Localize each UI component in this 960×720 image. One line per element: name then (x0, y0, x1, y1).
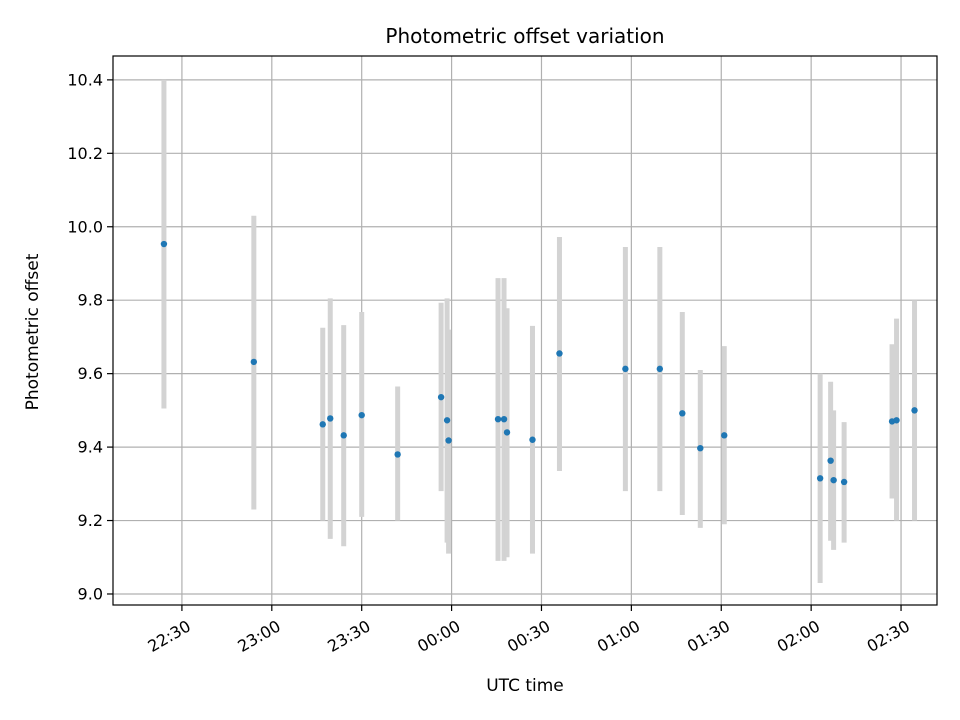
data-point (250, 358, 258, 366)
chart-title: Photometric offset variation (385, 24, 664, 48)
data-point (445, 437, 452, 444)
y-tick-label: 10.0 (67, 217, 103, 236)
data-point (340, 432, 347, 439)
data-point (319, 421, 326, 428)
data-point (816, 475, 824, 482)
data-point (721, 432, 728, 439)
y-tick-label: 10.4 (67, 70, 103, 89)
data-point (679, 410, 686, 417)
data-point (622, 365, 629, 373)
data-point (840, 478, 848, 486)
data-point (160, 240, 168, 248)
data-point (529, 436, 536, 443)
data-point (503, 429, 511, 436)
marker-layer (160, 240, 918, 486)
data-point (556, 350, 563, 357)
y-tick-label: 10.2 (67, 144, 103, 163)
data-point (500, 415, 508, 423)
grid-layer (113, 56, 937, 605)
data-point (494, 415, 502, 423)
y-axis-ticks: 9.0 9.2 9.4 9.6 9.8 10.0 10.2 10.4 (67, 70, 113, 603)
y-tick-label: 9.4 (78, 438, 103, 457)
data-point (394, 451, 401, 458)
y-tick-label: 9.6 (78, 364, 103, 383)
plot-frame (112, 55, 938, 606)
data-point (697, 444, 704, 452)
y-tick-label: 9.8 (78, 291, 103, 310)
data-point (827, 457, 834, 464)
data-point (830, 476, 837, 484)
y-tick-label: 9.2 (78, 511, 103, 530)
y-tick-label: 9.0 (78, 584, 103, 603)
data-point (893, 417, 900, 424)
y-axis-title: Photometric offset (23, 253, 43, 410)
data-point (656, 365, 664, 373)
data-point (358, 411, 365, 419)
data-point (327, 415, 334, 422)
data-point (911, 407, 918, 414)
x-axis-title: UTC time (486, 676, 564, 696)
data-point (437, 393, 445, 401)
data-point (443, 417, 451, 424)
